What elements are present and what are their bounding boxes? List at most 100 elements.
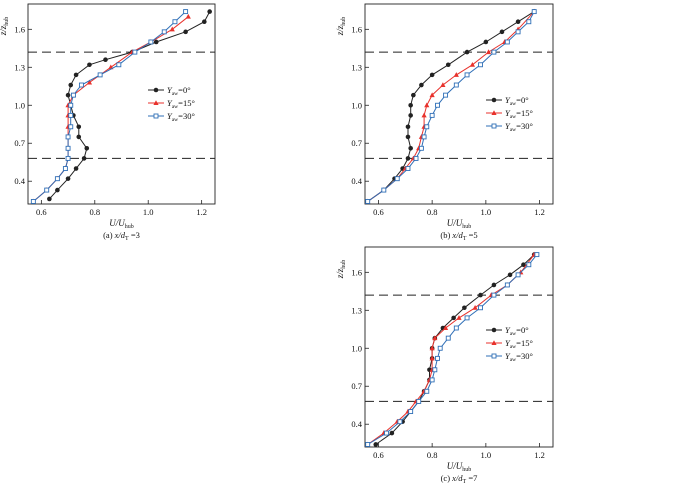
- data-point: [65, 92, 71, 98]
- legend-entry: Yaw=15°: [505, 108, 533, 120]
- data-point: [413, 155, 419, 161]
- data-point: [445, 335, 451, 341]
- legend-marker: [153, 100, 159, 105]
- data-point: [445, 62, 451, 68]
- x-tick-label: 0.6: [36, 207, 47, 217]
- legend-marker: [153, 87, 159, 93]
- legend-subscript: aw: [510, 114, 516, 120]
- data-point: [202, 19, 207, 25]
- caption-prefix: (a): [103, 230, 115, 240]
- data-point: [440, 82, 446, 88]
- data-point: [442, 325, 449, 331]
- data-point: [462, 305, 467, 311]
- data-point: [437, 345, 443, 351]
- legend-marker: [491, 353, 497, 359]
- x-axis-label: U/Uhub: [447, 218, 472, 230]
- data-point: [453, 325, 459, 331]
- plot-frame: [364, 3, 554, 205]
- data-point: [416, 398, 422, 404]
- data-point: [526, 262, 532, 268]
- data-point: [161, 29, 167, 35]
- caption-variable: x/d: [451, 230, 463, 240]
- chart-panel-2: 0.6 0.8 1.0 1.20.40.71.01.31.6U/Uhubz/zhub(…: [335, 3, 554, 242]
- data-point: [47, 196, 52, 202]
- x-tick-label: 1.2: [534, 207, 545, 217]
- data-point: [183, 29, 188, 35]
- chart-panel-1: 0.6 0.8 1.0 1.20.40.71.01.31.6U/Uhubz/zhub(…: [0, 3, 216, 242]
- data-point: [65, 134, 71, 140]
- legend-symbol: Y: [505, 325, 511, 335]
- caption-subscript: T: [463, 479, 467, 485]
- x-axis-label-sub: hub: [125, 224, 134, 230]
- legend-subscript: aw: [510, 331, 516, 337]
- data-point: [491, 292, 497, 298]
- data-point: [70, 92, 76, 98]
- legend-subscript: aw: [172, 117, 178, 123]
- legend-angle: =0°: [516, 325, 528, 335]
- legend-symbol: Y: [167, 111, 173, 121]
- data-point: [472, 304, 478, 310]
- data-point: [54, 176, 60, 182]
- x-tick-label: 0.8: [427, 450, 438, 460]
- legend-marker: [491, 97, 497, 103]
- data-point: [405, 156, 411, 161]
- data-point: [116, 62, 122, 68]
- x-tick-label: 1.2: [196, 207, 207, 217]
- data-point: [451, 315, 456, 321]
- legend-angle: =0°: [178, 85, 190, 95]
- x-tick-label: 1.2: [534, 450, 545, 460]
- data-point: [73, 72, 79, 78]
- data-point: [405, 134, 411, 140]
- data-point: [424, 388, 430, 394]
- y-axis-label-sub: hub: [341, 260, 347, 269]
- data-point: [429, 377, 435, 383]
- y-tick-label: 1.3: [14, 62, 25, 72]
- data-point: [68, 82, 74, 88]
- data-point: [411, 92, 416, 98]
- data-point: [478, 292, 483, 298]
- data-point: [424, 124, 430, 130]
- legend-marker: [153, 113, 159, 119]
- data-point: [381, 187, 387, 193]
- legend-symbol: Y: [505, 338, 511, 348]
- data-point: [153, 39, 159, 45]
- legend-symbol: Y: [505, 121, 511, 131]
- legend-entry: Yaw=0°: [167, 85, 191, 97]
- data-point: [405, 166, 411, 172]
- y-axis-label: z/zhub: [335, 17, 347, 37]
- data-point: [408, 146, 413, 151]
- data-point: [68, 102, 74, 108]
- data-point: [148, 39, 154, 45]
- x-axis-label: U/Uhub: [109, 218, 134, 230]
- data-point: [62, 166, 68, 172]
- series-line-2: [32, 16, 189, 202]
- data-point: [373, 442, 379, 447]
- data-point: [504, 282, 510, 288]
- legend-angle: =15°: [516, 108, 533, 118]
- legend-entry: Yaw=15°: [167, 98, 195, 110]
- data-point: [521, 262, 526, 268]
- legend-subscript: aw: [510, 127, 516, 133]
- legend-marker: [491, 110, 497, 115]
- data-point: [84, 146, 90, 151]
- data-point: [534, 252, 540, 258]
- y-axis-label: z/zhub: [335, 260, 347, 280]
- legend-symbol: Y: [505, 95, 511, 105]
- legend-symbol: Y: [505, 108, 511, 118]
- data-point: [183, 9, 189, 15]
- data-point: [483, 39, 489, 45]
- data-point: [464, 315, 470, 321]
- caption-prefix: (c): [441, 473, 453, 483]
- data-point: [68, 124, 74, 130]
- legend-subscript: aw: [172, 104, 178, 110]
- data-point: [169, 26, 175, 32]
- data-point: [81, 156, 87, 161]
- y-tick-label: 1.3: [351, 305, 362, 315]
- data-point: [424, 102, 430, 108]
- data-layer: [365, 8, 537, 204]
- data-point: [464, 72, 470, 78]
- legend-subscript: aw: [510, 101, 516, 107]
- data-point: [44, 187, 50, 193]
- data-point: [478, 62, 483, 68]
- data-point: [365, 442, 371, 447]
